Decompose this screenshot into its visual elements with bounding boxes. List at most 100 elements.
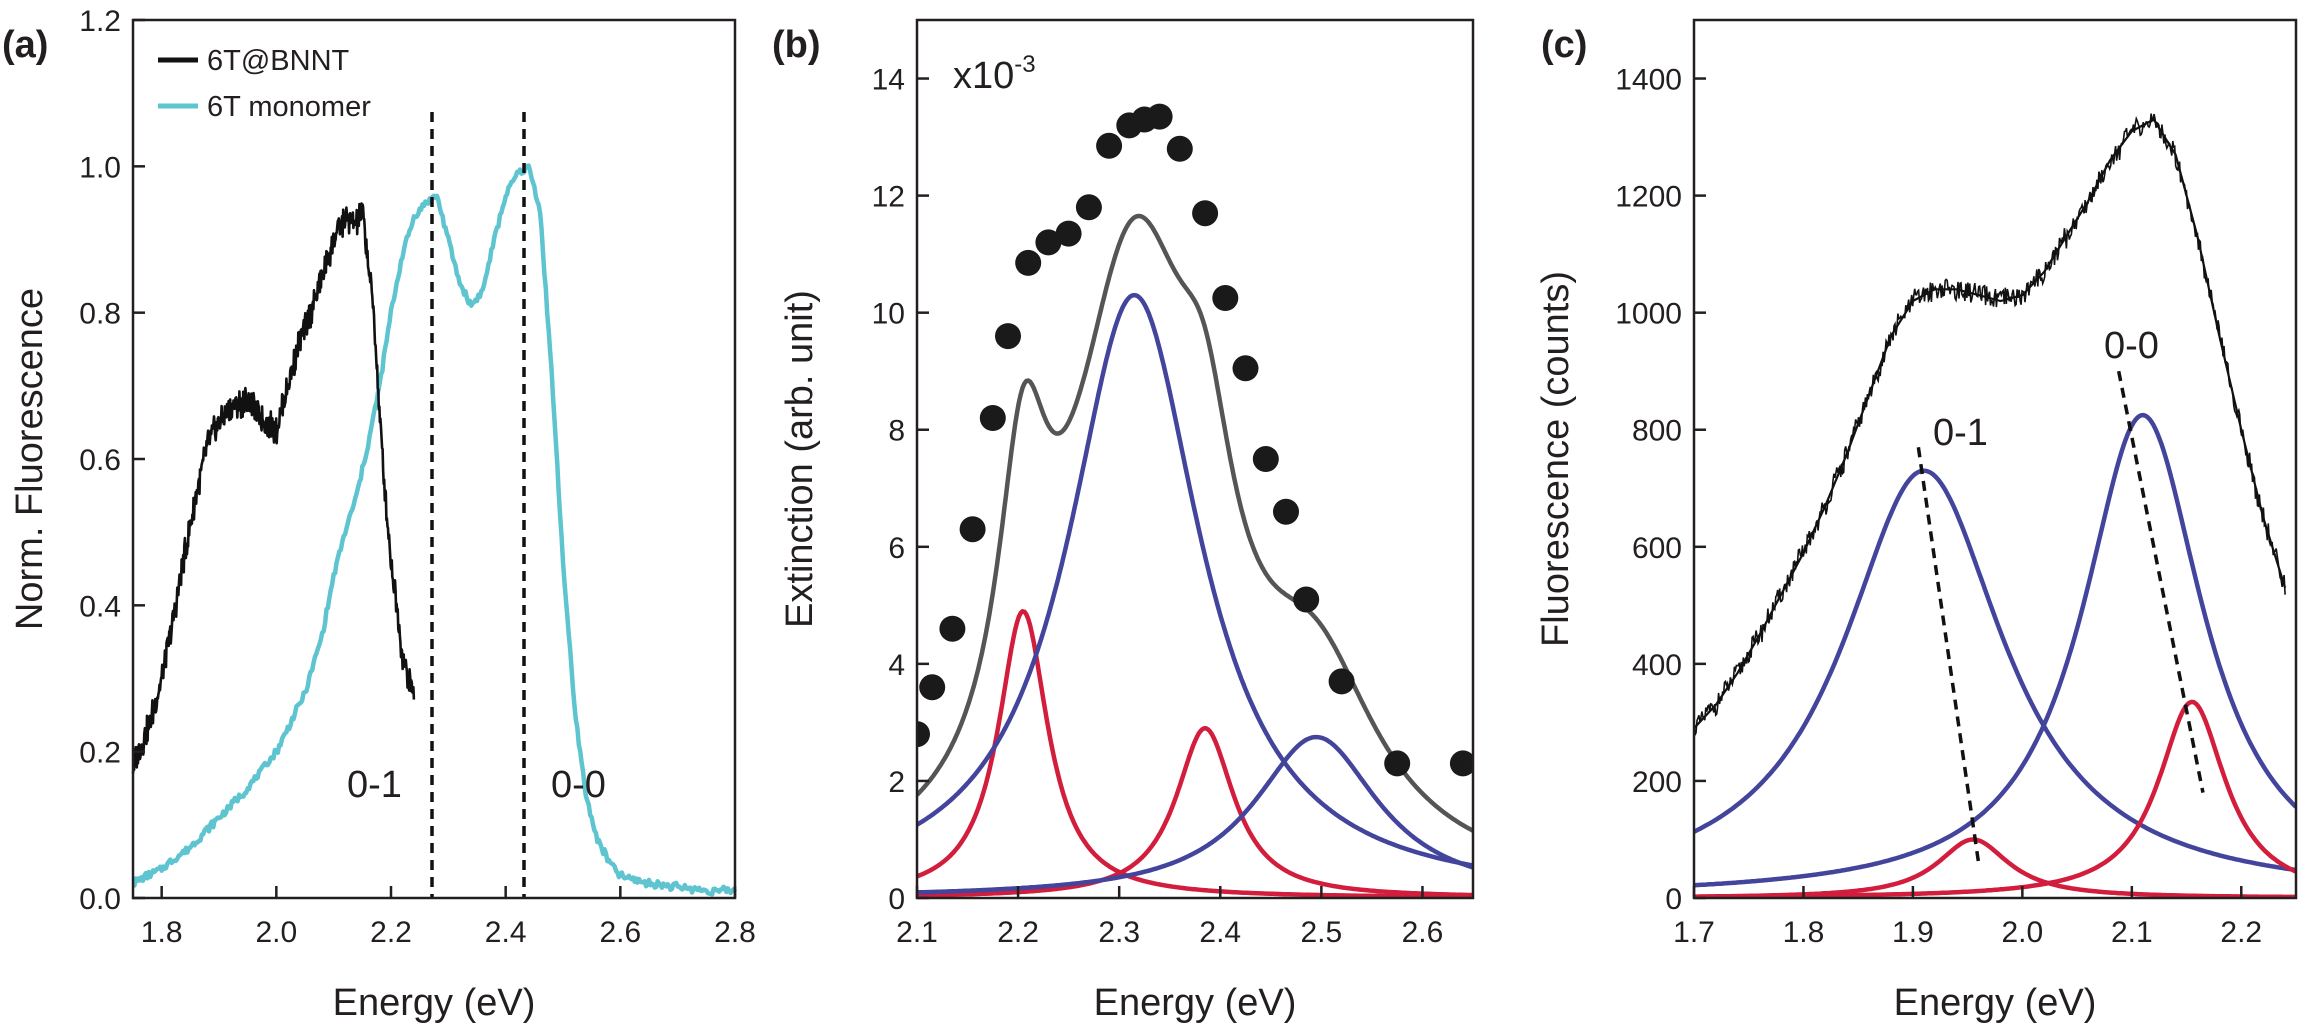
b-x-tick-label: 2.3	[1098, 916, 1140, 949]
y-axis-label-b: Extinction (arb. unit)	[779, 290, 821, 628]
fit-component-4	[917, 734, 1473, 895]
data-point	[1146, 103, 1173, 130]
c-y-tick-label: 400	[1632, 649, 1682, 682]
data-point	[995, 323, 1021, 350]
b-y-tick-label: 8	[888, 415, 905, 448]
data-point	[1449, 750, 1473, 777]
c-y-tick-label: 1200	[1615, 181, 1682, 214]
series-6t-monomer	[132, 163, 737, 897]
legend-label-bnnt: 6T@BNNT	[207, 45, 350, 77]
y-axis-label-c: Fluorescence (counts)	[1535, 271, 1577, 647]
x-axis-label-c: Energy (eV)	[1894, 982, 2097, 1024]
a-y-tick-label: 0.8	[79, 298, 121, 331]
b-x-tick-label: 2.1	[896, 916, 938, 949]
data-point	[1232, 355, 1259, 382]
annotation-c-0-1: 0-1	[1933, 412, 1988, 454]
data-point	[1015, 249, 1042, 276]
b-x-tick-label: 2.2	[997, 916, 1039, 949]
panel-c-label: (c)	[1541, 24, 1587, 66]
shift-dashed-line	[1916, 447, 1981, 864]
annotation-c-0-0: 0-0	[2104, 325, 2159, 367]
c-x-tick-label: 2.0	[2002, 916, 2044, 949]
data-point	[979, 405, 1006, 431]
fit-component-1	[917, 608, 1473, 898]
data-point	[917, 721, 930, 748]
panel-b-plot-area	[917, 103, 1473, 898]
a-x-tick-label: 2.6	[599, 916, 641, 949]
lorentzian-4	[1694, 699, 2296, 898]
panel-a-frame	[131, 18, 737, 900]
c-y-tick-label: 800	[1632, 415, 1682, 448]
data-point	[1252, 446, 1279, 472]
panel-a: (a) 1.8 2.0 2.2 2.4 2.6 2.8 0.0 0.2 0.4 0.6 0.8 1.0…	[2, 5, 756, 1024]
c-y-tick-label: 0	[1665, 883, 1682, 916]
b-y-tick-label: 14	[872, 64, 905, 97]
data-point	[1192, 200, 1219, 227]
b-y-tick-label: 0	[888, 883, 905, 916]
panel-c-frame	[1692, 18, 2298, 900]
data-point	[1328, 668, 1355, 695]
data-point	[1293, 586, 1320, 613]
data-point	[1273, 498, 1299, 525]
data-point	[939, 615, 966, 642]
y-axis-label-a: Norm. Fluorescence	[9, 288, 51, 630]
data-point	[1035, 229, 1062, 256]
c-x-tick-label: 1.8	[1783, 916, 1825, 949]
c-y-tick-label: 200	[1632, 766, 1682, 799]
a-x-tick-label: 2.8	[714, 916, 756, 949]
data-point	[1384, 750, 1411, 777]
data-point	[959, 516, 986, 543]
c-y-tick-label: 600	[1632, 532, 1682, 565]
a-y-tick-label: 1.2	[79, 5, 121, 38]
x-axis-label-b: Energy (eV)	[1094, 982, 1297, 1024]
annotation-0-0: 0-0	[551, 764, 606, 806]
annotation-0-1: 0-1	[347, 764, 402, 806]
shift-dashed-line	[2116, 370, 2205, 793]
c-x-tick-label: 1.7	[1673, 916, 1715, 949]
panel-c-plot-area	[1694, 113, 2296, 898]
data-point	[1075, 194, 1102, 221]
b-x-tick-label: 2.5	[1301, 916, 1343, 949]
scale-factor-label: x10-3	[953, 51, 1036, 97]
b-x-tick-label: 2.4	[1199, 916, 1241, 949]
data-point	[1212, 285, 1239, 311]
b-y-tick-label: 2	[888, 766, 905, 799]
data-point	[1166, 135, 1193, 162]
panel-b-frame	[915, 18, 1475, 900]
b-y-tick-label: 6	[888, 532, 905, 565]
lorentzian-2	[1694, 412, 2296, 888]
fit-component-2	[917, 292, 1473, 868]
a-y-tick-label: 0.0	[79, 883, 121, 916]
a-y-tick-label: 0.6	[79, 444, 121, 477]
series-measured	[1694, 113, 2286, 738]
c-x-tick-label: 2.1	[2111, 916, 2153, 949]
data-point	[1055, 220, 1082, 247]
legend-label-monomer: 6T monomer	[207, 91, 371, 123]
fit-total-curve	[917, 213, 1473, 833]
a-y-tick-label: 1.0	[79, 151, 121, 184]
panel-c: (c) 1.7 1.8 1.9 2.0 2.1 2.2 0 200 400 600 800 1000 1…	[1535, 18, 2298, 1024]
b-y-tick-label: 4	[888, 649, 905, 682]
fit-component-3	[917, 726, 1473, 898]
panel-b-label: (b)	[772, 24, 821, 66]
a-x-tick-label: 2.2	[370, 916, 412, 949]
a-x-tick-label: 2.0	[255, 916, 297, 949]
b-y-tick-label: 12	[872, 181, 905, 214]
series-smoothed	[1694, 118, 2287, 730]
c-x-tick-label: 2.2	[2220, 916, 2262, 949]
series-6t-bnnt	[131, 202, 416, 774]
data-point	[1096, 132, 1123, 159]
panel-a-plot-area	[131, 163, 737, 897]
panel-a-label: (a)	[2, 24, 48, 66]
a-x-tick-label: 1.8	[141, 916, 183, 949]
a-y-tick-label: 0.4	[79, 590, 121, 623]
c-x-tick-label: 1.9	[1892, 916, 1934, 949]
c-y-tick-label: 1400	[1615, 64, 1682, 97]
b-y-tick-label: 10	[872, 298, 905, 331]
b-x-tick-label: 2.6	[1402, 916, 1444, 949]
c-y-tick-label: 1000	[1615, 298, 1682, 331]
a-y-tick-label: 0.2	[79, 737, 121, 770]
data-point	[919, 674, 946, 701]
